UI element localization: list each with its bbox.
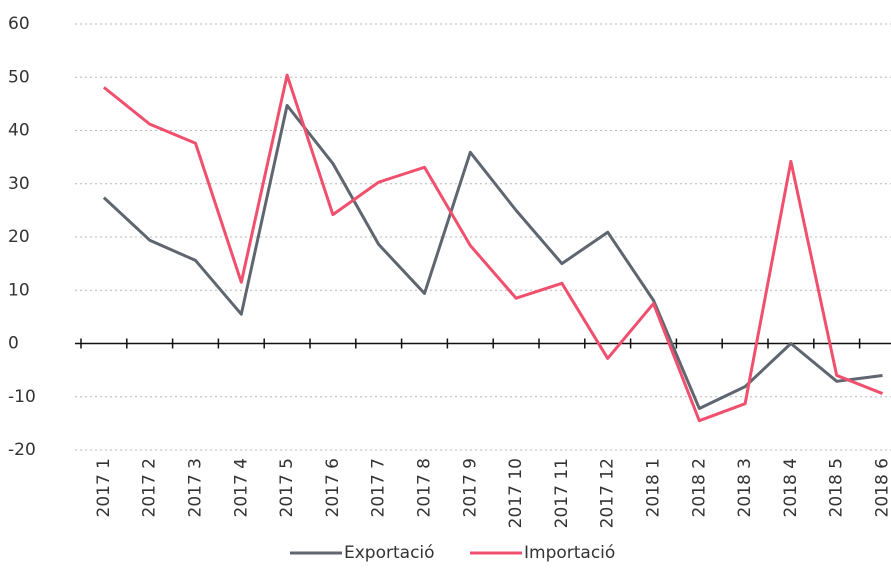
series-line — [102, 103, 883, 410]
x-tick-label: 2018 5 — [827, 458, 847, 517]
y-tick-label: 50 — [8, 67, 30, 87]
x-tick-label: 2017 6 — [323, 458, 343, 517]
y-tick-label: 20 — [8, 227, 30, 247]
y-tick-label: -20 — [8, 440, 36, 460]
x-tick-label: 2017 8 — [415, 458, 435, 517]
x-tick-label: 2017 11 — [552, 458, 572, 528]
x-tick-label: 2017 5 — [277, 458, 297, 517]
y-tick-label: 10 — [8, 280, 30, 300]
x-tick-label: 2017 12 — [598, 458, 618, 528]
x-tick-label: 2017 7 — [369, 458, 389, 517]
x-tick-label: 2018 3 — [735, 458, 755, 517]
x-tick-label: 2017 2 — [140, 458, 160, 517]
y-tick-label: 0 — [8, 334, 19, 354]
y-tick-label: -10 — [8, 387, 36, 407]
x-tick-label: 2017 9 — [460, 458, 480, 517]
x-tick-label: 2018 6 — [873, 458, 891, 517]
y-tick-label: 60 — [8, 14, 30, 34]
y-tick-label: 30 — [8, 174, 30, 194]
x-tick-label: 2017 4 — [231, 458, 251, 517]
x-tick-label: 2017 10 — [506, 458, 526, 528]
x-tick-label: 2018 4 — [781, 458, 801, 517]
legend-label: Importació — [524, 543, 615, 563]
x-tick-label: 2018 1 — [644, 458, 664, 517]
x-tick-label: 2017 3 — [186, 458, 206, 517]
series-line — [102, 73, 884, 423]
legend-label: Exportació — [344, 543, 435, 563]
x-tick-label: 2017 1 — [94, 458, 114, 517]
x-tick-label: 2018 2 — [689, 458, 709, 517]
y-tick-label: 40 — [8, 121, 30, 141]
